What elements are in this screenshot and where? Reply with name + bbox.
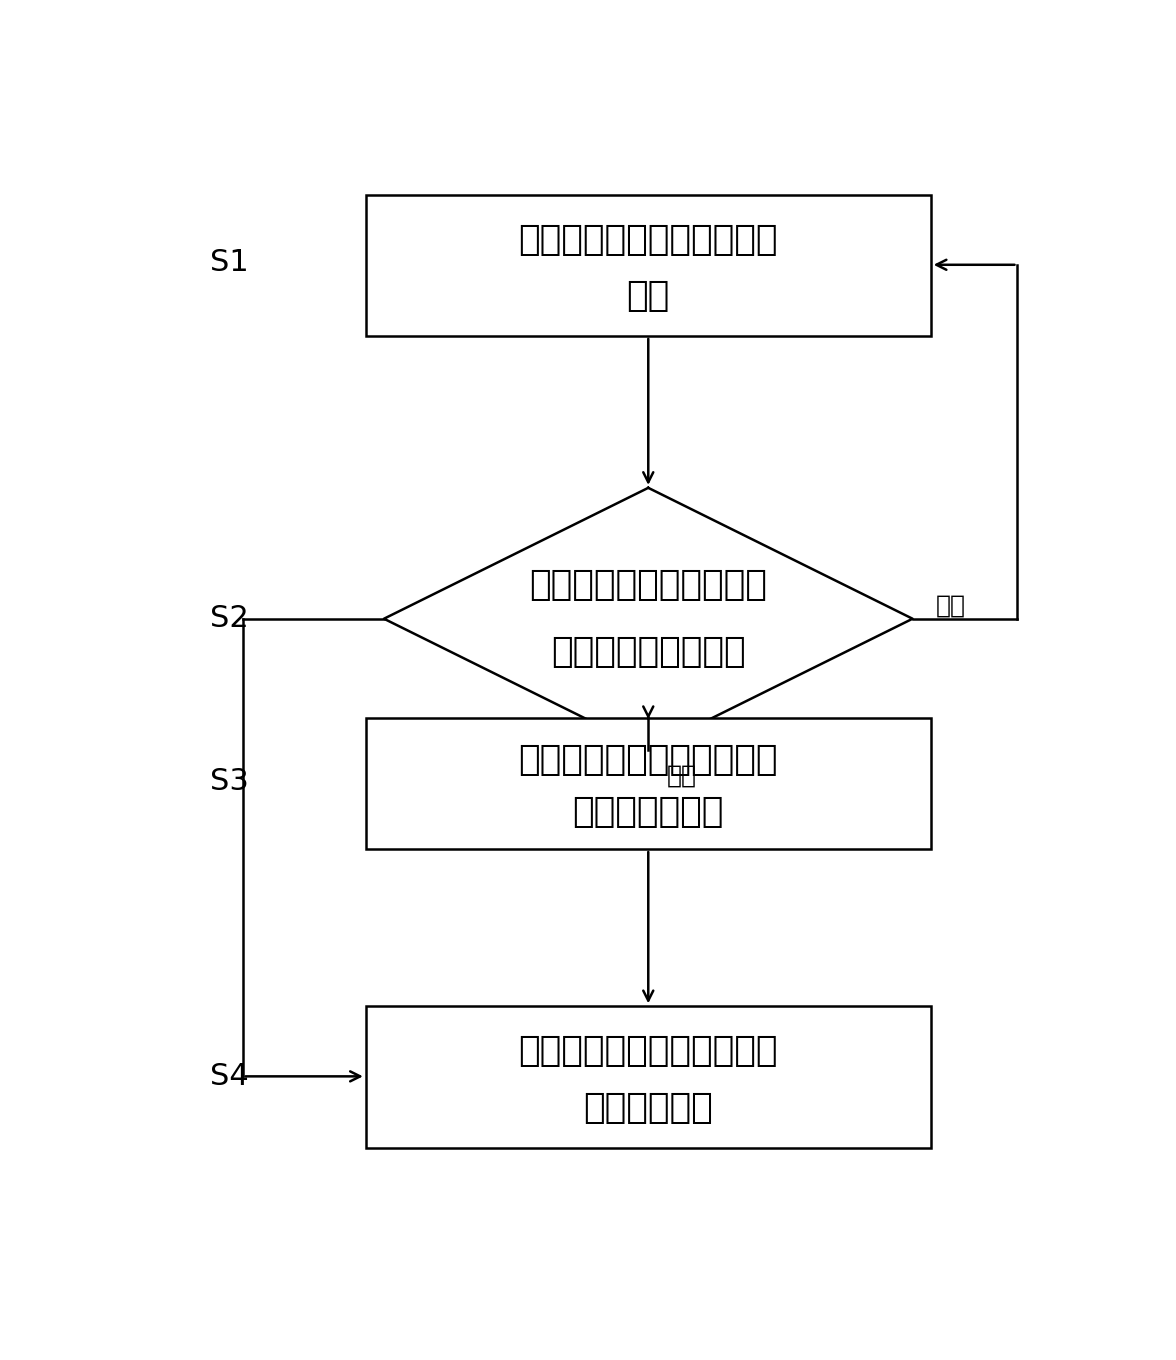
Text: 动空气循环装置: 动空气循环装置 (573, 796, 724, 830)
Text: S3: S3 (209, 767, 248, 796)
Text: 监测环境空气各项质量指标: 监测环境空气各项质量指标 (519, 223, 779, 257)
Text: S4: S4 (209, 1062, 248, 1091)
Bar (366, 194, 931, 336)
Text: 空气质量报表: 空气质量报表 (583, 1091, 713, 1125)
Text: 高于: 高于 (667, 764, 696, 787)
Text: S2: S2 (209, 604, 248, 634)
Bar (366, 1006, 931, 1148)
Text: 存储各质量指标参数并形成: 存储各质量指标参数并形成 (519, 1035, 779, 1069)
Text: 参数: 参数 (627, 279, 670, 313)
Text: 启动净化装置净化空气并启: 启动净化装置净化空气并启 (519, 743, 779, 777)
Text: 低于: 低于 (935, 593, 965, 617)
Bar (366, 718, 931, 849)
Text: 与相应标准值的大小: 与相应标准值的大小 (552, 635, 746, 669)
Text: S1: S1 (209, 248, 248, 277)
Text: 判断各所述质量指标参数: 判断各所述质量指标参数 (529, 568, 767, 602)
